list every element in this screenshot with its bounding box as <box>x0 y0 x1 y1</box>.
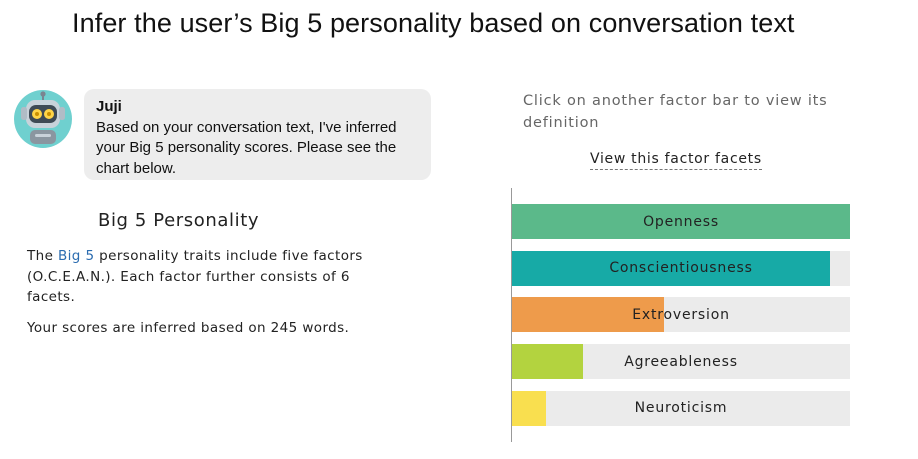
chat-message: Based on your conversation text, I've in… <box>96 118 397 177</box>
factor-bar-label: Conscientiousness <box>609 260 753 277</box>
factor-bar-label: Extroversion <box>632 306 730 323</box>
factor-bar-label: Neuroticism <box>634 400 728 417</box>
factor-bar-conscientiousness[interactable]: Conscientiousness <box>512 250 850 286</box>
chat-bubble: Juji Based on your conversation text, I'… <box>84 89 431 180</box>
page-title: Infer the user’s Big 5 personality based… <box>72 8 795 38</box>
big5-heading: Big 5 Personality <box>98 210 260 231</box>
factor-bar-neuroticism[interactable]: Neuroticism <box>512 390 850 426</box>
big5-description: The Big 5 personality traits include fiv… <box>27 246 367 308</box>
factor-bar-fill <box>512 344 583 380</box>
factor-bar-fill <box>512 250 830 286</box>
factor-bar-openness[interactable]: Openness <box>512 204 850 239</box>
word-count-text: Your scores are inferred based on 245 wo… <box>27 320 350 336</box>
factor-bar-agreeableness[interactable]: Agreeableness <box>512 344 850 380</box>
chart-axis-line <box>511 188 512 442</box>
factor-bar-fill <box>512 204 850 239</box>
robot-icon <box>13 89 73 149</box>
description-prefix: The <box>27 248 58 264</box>
factor-bar-label: Agreeableness <box>624 353 738 370</box>
factor-bar-fill <box>512 297 665 333</box>
factor-bar-extroversion[interactable]: Extroversion <box>512 297 850 333</box>
sender-name: Juji <box>96 98 122 115</box>
chart-hint: Click on another factor bar to view its … <box>523 93 828 131</box>
view-facets-link[interactable]: View this factor facets <box>590 151 762 170</box>
factor-bar-label: Openness <box>643 213 719 230</box>
factor-bar-fill <box>512 390 546 426</box>
description-suffix: personality traits include five factors … <box>27 248 363 305</box>
big5-link[interactable]: Big 5 <box>58 248 95 264</box>
